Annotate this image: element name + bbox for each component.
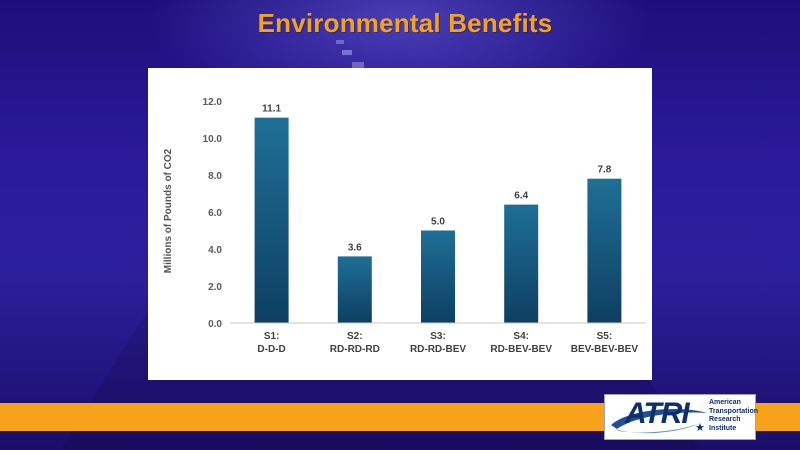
slide-title: Environmental Benefits [257, 8, 553, 38]
y-tick-label: 12.0 [203, 97, 223, 108]
x-tick-label: S4: [513, 331, 529, 342]
lane-marker [336, 40, 344, 44]
y-tick-label: 10.0 [203, 134, 223, 145]
logo-line: Research [709, 416, 741, 424]
value-label: 5.0 [431, 217, 445, 228]
x-axis-labels: S1: D-D-D S2: RD-RD-RD S3: RD-RD-BEV S4: RD-BEV… [257, 331, 638, 355]
x-tick-label: D-D-D [257, 344, 285, 355]
y-tick-label: 8.0 [208, 171, 222, 182]
y-tick-label: 2.0 [208, 282, 222, 293]
bar [587, 178, 622, 323]
logo-name: American Transportation Research Institu… [709, 399, 759, 434]
value-label: 6.4 [514, 191, 528, 202]
y-axis-ticks: 0.0 2.0 4.0 6.0 8.0 10.0 12.0 [203, 97, 223, 330]
bar [337, 256, 372, 323]
bar-series [254, 117, 622, 324]
x-tick-label: S5: [597, 331, 613, 342]
y-tick-label: 4.0 [208, 245, 222, 256]
x-tick-label: RD-BEV-BEV [490, 344, 552, 355]
y-tick-label: 0.0 [208, 319, 222, 330]
logo-line: Transportation [709, 407, 759, 415]
bar [504, 204, 539, 323]
value-labels: 11.1 3.6 5.0 6.4 7.8 [262, 104, 612, 254]
bar-chart: Millions of Pounds of CO2 0.0 2.0 4.0 6.0 8.… [163, 97, 646, 355]
x-tick-label: S1: [264, 331, 280, 342]
logo-line: Institute [709, 425, 737, 433]
lane-marker [342, 50, 352, 55]
x-tick-label: RD-RD-BEV [410, 344, 466, 355]
atri-logo: ATRI ★ American Transportation Research … [604, 394, 759, 440]
x-tick-label: BEV-BEV-BEV [571, 344, 639, 355]
bar [421, 230, 455, 323]
value-label: 3.6 [348, 242, 362, 253]
value-label: 7.8 [597, 165, 611, 176]
chart-panel: Millions of Pounds of CO2 0.0 2.0 4.0 6.0 8.… [148, 68, 652, 380]
x-tick-label: S2: [347, 331, 363, 342]
y-tick-label: 6.0 [208, 208, 222, 219]
value-label: 11.1 [262, 104, 281, 115]
logo-swoosh-icon [611, 409, 707, 434]
x-tick-label: S3: [430, 331, 446, 342]
y-axis-label: Millions of Pounds of CO2 [163, 148, 174, 273]
x-tick-label: RD-RD-RD [330, 344, 380, 355]
lane-marker [352, 62, 364, 68]
bar [254, 117, 289, 324]
logo-acronym: ATRI [625, 397, 690, 430]
logo-line: American [709, 399, 741, 406]
star-icon: ★ [695, 422, 705, 434]
